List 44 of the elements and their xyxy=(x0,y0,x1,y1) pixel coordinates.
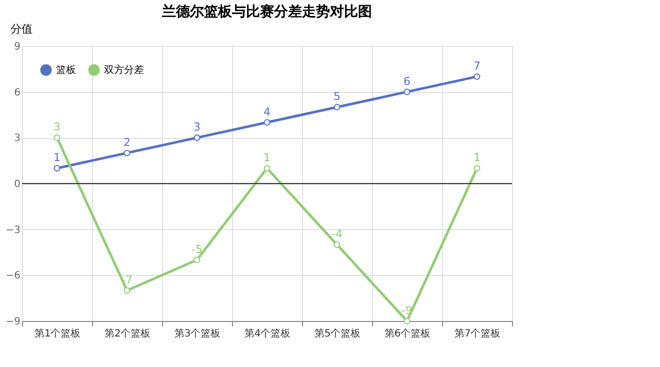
x-tick-label: 第4个篮板 xyxy=(244,328,291,340)
y-tick-label: 9 xyxy=(14,42,20,52)
data-label: -4 xyxy=(332,228,342,241)
point xyxy=(54,134,60,141)
point xyxy=(474,164,480,172)
data-label: -5 xyxy=(192,242,202,256)
point xyxy=(404,318,410,324)
data-label: 5 xyxy=(334,90,340,104)
point xyxy=(264,119,270,126)
data-label: 6 xyxy=(404,74,410,88)
data-label: 1 xyxy=(264,151,270,164)
data-label: 3 xyxy=(54,120,60,134)
legend-label: 篮板 xyxy=(56,64,76,76)
x-tick-label: 第3个篮板 xyxy=(174,328,221,340)
point xyxy=(334,104,340,110)
data-label: 7 xyxy=(474,60,480,73)
y-tick-label: −3 xyxy=(6,224,20,236)
point xyxy=(404,88,410,96)
legend-label: 双方分差 xyxy=(104,64,144,76)
point xyxy=(54,164,60,172)
point xyxy=(124,287,130,294)
data-label: 3 xyxy=(194,120,200,134)
point xyxy=(194,134,200,141)
x-tick-label: 第7个篮板 xyxy=(454,328,501,340)
point xyxy=(264,164,270,172)
y-tick-label: 0 xyxy=(14,179,20,190)
chart-title: 兰德尔篮板与比赛分差走势对比图 xyxy=(161,3,372,20)
y-axis-title: 分值 xyxy=(10,22,32,36)
point xyxy=(334,241,340,248)
y-tick-label: −6 xyxy=(6,270,20,282)
data-label: 1 xyxy=(474,151,480,164)
x-tick-label: 第5个篮板 xyxy=(314,328,361,340)
x-tick-label: 第1个篮板 xyxy=(34,328,81,340)
y-tick-label: 3 xyxy=(14,133,20,144)
point xyxy=(194,256,200,264)
data-label: 1 xyxy=(54,151,60,164)
point xyxy=(474,73,480,80)
y-tick-label: −9 xyxy=(6,316,20,328)
y-tick-label: 6 xyxy=(14,87,20,98)
point xyxy=(124,150,130,156)
data-label: 4 xyxy=(264,105,270,118)
data-label: 2 xyxy=(124,136,130,149)
x-tick-label: 第6个篮板 xyxy=(384,328,431,340)
x-tick-label: 第2个篮板 xyxy=(104,328,151,340)
